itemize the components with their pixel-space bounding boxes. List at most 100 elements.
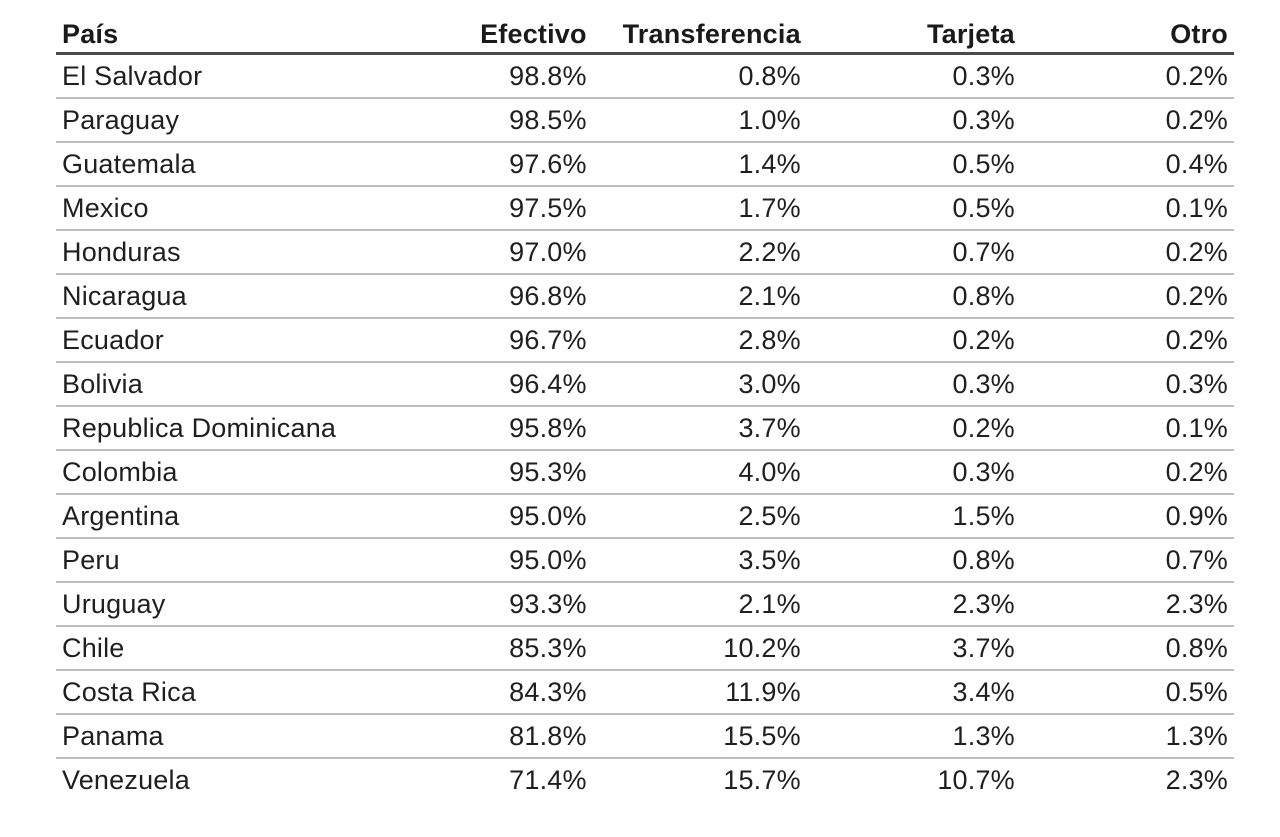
table-row: Bolivia 96.4% 3.0% 0.3% 0.3% xyxy=(56,362,1234,407)
cell-transfer: 1.4% xyxy=(592,142,807,187)
table-row: Chile 85.3% 10.2% 3.7% 0.8% xyxy=(56,626,1234,671)
cell-country: Peru xyxy=(56,538,473,583)
cell-card: 1.3% xyxy=(806,714,1021,759)
cell-country: Venezuela xyxy=(62,764,190,795)
cell-cash: 85.3% xyxy=(472,626,593,671)
cell-other: 0.5% xyxy=(1020,670,1234,715)
cell-card: 3.4% xyxy=(806,670,1021,715)
table-row: Panama 81.8% 15.5% 1.3% 1.3% xyxy=(56,714,1234,759)
table-row: Colombia 95.3% 4.0% 0.3% 0.2% xyxy=(56,450,1234,495)
table-row: Paraguay 98.5% 1.0% 0.3% 0.2% xyxy=(56,98,1234,143)
table-row: Republica Dominicana 95.8% 3.7% 0.2% 0.1… xyxy=(56,406,1234,451)
cell-other: 2.3% xyxy=(1020,582,1234,627)
cell-card: 0.7% xyxy=(806,230,1021,275)
cell-transfer: 0.8% xyxy=(592,53,807,99)
header-card: Tarjeta xyxy=(806,12,1021,55)
cell-card: 0.3% xyxy=(806,362,1021,407)
cell-cash: 96.4% xyxy=(472,362,593,407)
cell-other: 0.7% xyxy=(1020,538,1234,583)
cell-country: Paraguay xyxy=(56,98,473,143)
cell-transfer: 3.0% xyxy=(592,362,807,407)
cell-card: 0.8% xyxy=(806,538,1021,583)
cell-cash: 98.8% xyxy=(472,53,593,99)
cell-other: 0.2% xyxy=(1020,318,1234,363)
payment-methods-table-container: País Efectivo Transferencia Tarjeta Otro… xyxy=(56,12,1234,801)
cell-card: 0.2% xyxy=(806,406,1021,451)
cell-other: 0.2% xyxy=(1020,98,1234,143)
payment-methods-table: País Efectivo Transferencia Tarjeta Otro… xyxy=(56,12,1234,801)
cell-country: El Salvador xyxy=(56,53,473,99)
cell-other: 0.2% xyxy=(1020,450,1234,495)
cell-other: 0.2% xyxy=(1020,274,1234,319)
table-row: Peru 95.0% 3.5% 0.8% 0.7% xyxy=(56,538,1234,583)
cell-cash: 95.3% xyxy=(472,450,593,495)
cell-country: Chile xyxy=(56,626,473,671)
table-row: Uruguay 93.3% 2.1% 2.3% 2.3% xyxy=(56,582,1234,627)
cell-cash: 97.5% xyxy=(472,186,593,231)
cell-cash: 96.8% xyxy=(472,274,593,319)
header-transfer: Transferencia xyxy=(592,12,807,55)
table-row: Guatemala 97.6% 1.4% 0.5% 0.4% xyxy=(56,142,1234,187)
cell-transfer: 1.0% xyxy=(592,98,807,143)
cell-transfer: 15.7% xyxy=(723,764,801,795)
cell-other: 0.8% xyxy=(1020,626,1234,671)
cell-country: Costa Rica xyxy=(56,670,473,715)
cell-country: Nicaragua xyxy=(56,274,473,319)
table-row: Ecuador 96.7% 2.8% 0.2% 0.2% xyxy=(56,318,1234,363)
table-header-row: País Efectivo Transferencia Tarjeta Otro xyxy=(56,12,1234,55)
cell-other: 0.2% xyxy=(1020,53,1234,99)
cell-other: 0.1% xyxy=(1020,186,1234,231)
cell-cash: 81.8% xyxy=(472,714,593,759)
cell-transfer: 15.5% xyxy=(592,714,807,759)
cell-other: 2.3% xyxy=(1165,764,1228,795)
header-cash: Efectivo xyxy=(472,12,593,55)
cell-transfer: 2.1% xyxy=(592,582,807,627)
table-row: Argentina 95.0% 2.5% 1.5% 0.9% xyxy=(56,494,1234,539)
cell-country: Uruguay xyxy=(56,582,473,627)
cell-country: Argentina xyxy=(56,494,473,539)
table-row: Nicaragua 96.8% 2.1% 0.8% 0.2% xyxy=(56,274,1234,319)
table-row: El Salvador 98.8% 0.8% 0.3% 0.2% xyxy=(56,53,1234,99)
cell-cash: 84.3% xyxy=(472,670,593,715)
cell-card: 10.7% xyxy=(937,764,1015,795)
cell-transfer: 2.1% xyxy=(592,274,807,319)
cell-cash: 96.7% xyxy=(472,318,593,363)
cell-country: Ecuador xyxy=(56,318,473,363)
cell-other: 0.4% xyxy=(1020,142,1234,187)
cell-other: 0.9% xyxy=(1020,494,1234,539)
cell-card: 0.3% xyxy=(806,98,1021,143)
cell-cash: 97.6% xyxy=(472,142,593,187)
cell-country: Honduras xyxy=(56,230,473,275)
cell-cash: 93.3% xyxy=(472,582,593,627)
cell-cash: 95.8% xyxy=(472,406,593,451)
cell-transfer: 3.7% xyxy=(592,406,807,451)
cell-other: 1.3% xyxy=(1020,714,1234,759)
cell-card: 0.3% xyxy=(806,450,1021,495)
header-country: País xyxy=(56,12,473,55)
cell-transfer: 1.7% xyxy=(592,186,807,231)
cell-transfer: 3.5% xyxy=(592,538,807,583)
cell-card: 1.5% xyxy=(806,494,1021,539)
cell-other: 0.2% xyxy=(1020,230,1234,275)
cell-transfer: 4.0% xyxy=(592,450,807,495)
table-row: Honduras 97.0% 2.2% 0.7% 0.2% xyxy=(56,230,1234,275)
cell-card: 0.2% xyxy=(806,318,1021,363)
cell-transfer: 10.2% xyxy=(592,626,807,671)
cell-country: Guatemala xyxy=(56,142,473,187)
cell-card: 0.5% xyxy=(806,186,1021,231)
cell-country: Mexico xyxy=(56,186,473,231)
cell-transfer: 2.2% xyxy=(592,230,807,275)
table-row: Mexico 97.5% 1.7% 0.5% 0.1% xyxy=(56,186,1234,231)
cell-cash: 98.5% xyxy=(472,98,593,143)
cell-transfer: 2.5% xyxy=(592,494,807,539)
cell-cash: 97.0% xyxy=(472,230,593,275)
cell-card: 0.8% xyxy=(806,274,1021,319)
cell-country: Colombia xyxy=(56,450,473,495)
cell-country: Bolivia xyxy=(56,362,473,407)
cell-cash: 95.0% xyxy=(472,538,593,583)
cell-country: Republica Dominicana xyxy=(56,406,473,451)
cell-country: Panama xyxy=(56,714,473,759)
cell-other: 0.1% xyxy=(1020,406,1234,451)
cell-card: 3.7% xyxy=(806,626,1021,671)
cell-cash: 95.0% xyxy=(472,494,593,539)
